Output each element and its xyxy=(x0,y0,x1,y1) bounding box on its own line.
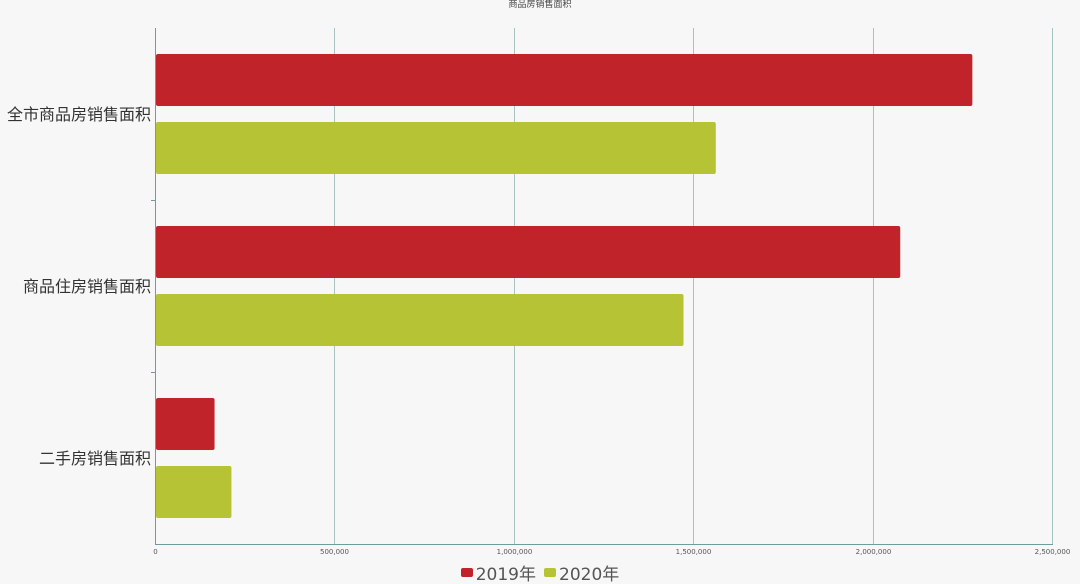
legend-swatch-2019 xyxy=(460,567,473,577)
x-tick-label: 2,000,000 xyxy=(856,548,892,556)
legend-label-2019: 2019年 xyxy=(475,564,536,584)
bar-2019 xyxy=(156,54,973,106)
legend-label-2020: 2020年 xyxy=(559,564,620,584)
bar-2020 xyxy=(156,466,232,518)
bar-2020 xyxy=(156,122,716,174)
x-tick-label: 500,000 xyxy=(320,548,349,556)
chart-plot: 0 500,000 1,000,000 1,500,000 2,000,000 2,500… xyxy=(7,28,1071,556)
category-label: 二手房销售面积 xyxy=(39,449,151,468)
x-tick-label: 1,500,000 xyxy=(676,548,712,556)
chart-title: 商品房销售面积 xyxy=(508,0,572,10)
chart-legend: 2019年 2020年 xyxy=(0,560,1080,584)
legend-swatch-2020 xyxy=(544,567,556,577)
x-tick-label: 2,500,000 xyxy=(1035,548,1071,556)
legend-item-2019[interactable]: 2019年 xyxy=(460,560,536,584)
category-label: 商品住房销售面积 xyxy=(23,277,151,296)
category-label: 全市商品房销售面积 xyxy=(7,105,151,124)
x-tick-label: 1,000,000 xyxy=(497,548,533,556)
bar-2019 xyxy=(156,226,901,278)
bar-2020 xyxy=(156,294,684,346)
bar-2019 xyxy=(156,398,215,450)
legend-item-2020[interactable]: 2020年 xyxy=(544,560,619,584)
x-tick-label: 0 xyxy=(153,548,157,556)
